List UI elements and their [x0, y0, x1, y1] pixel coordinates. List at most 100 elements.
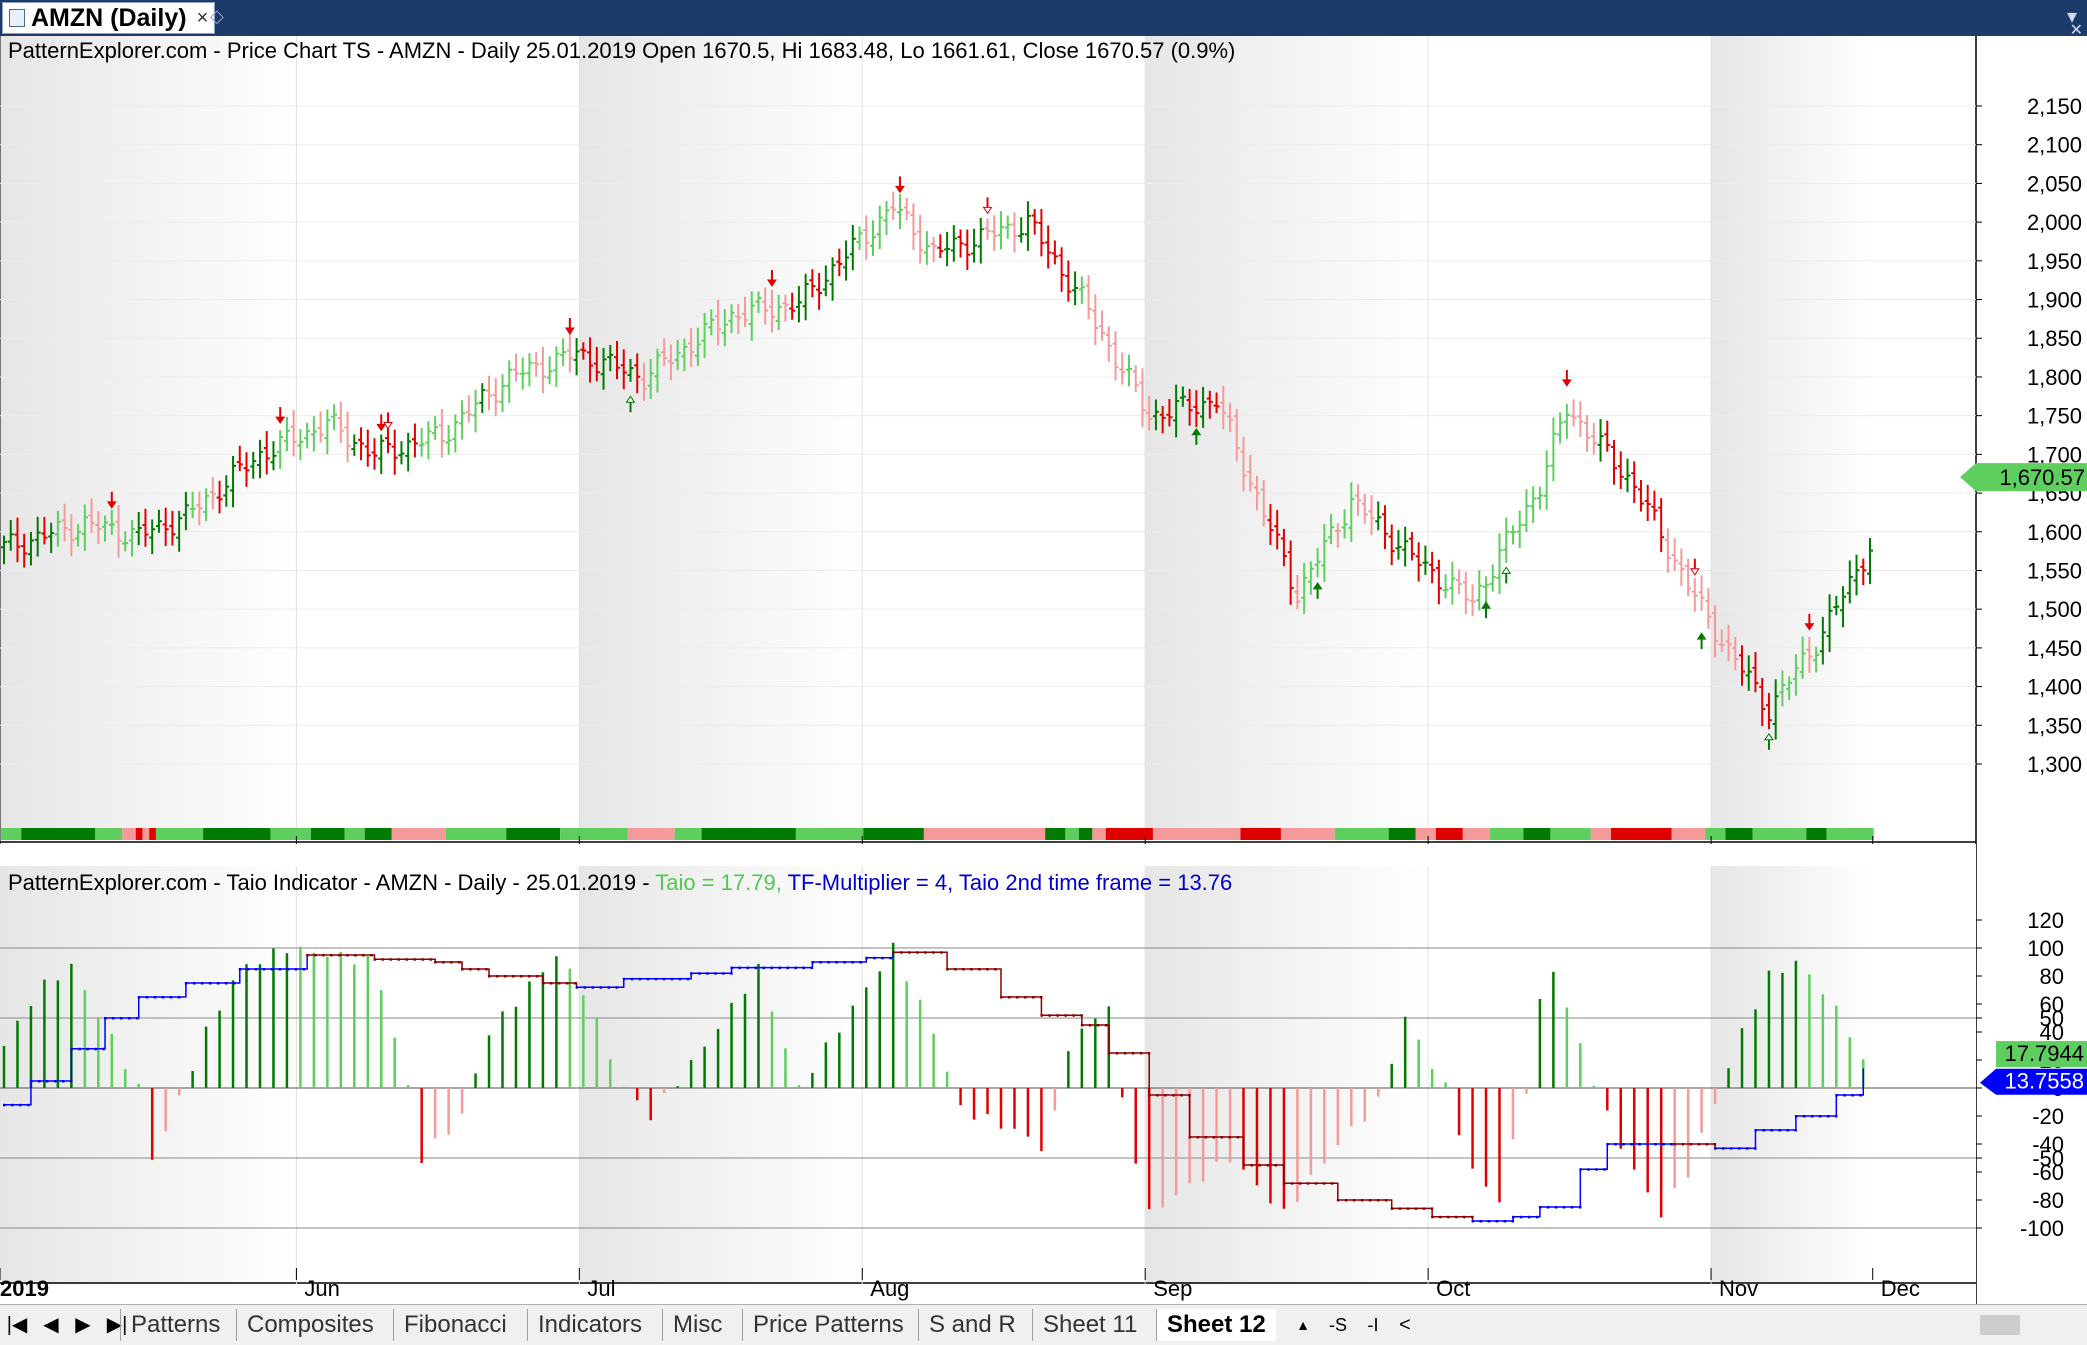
document-tab[interactable]: AMZN (Daily) × [2, 2, 216, 34]
tab-composites[interactable]: Composites [236, 1309, 384, 1341]
taio-2nd-dot [873, 956, 876, 960]
taio-2nd-dot [1471, 1220, 1475, 1223]
taio-2nd-dot [69, 1080, 73, 1083]
taio-2nd-dot [1096, 1024, 1100, 1027]
taio-2nd-dot [302, 968, 306, 971]
taio-2nd-dot [1578, 1206, 1582, 1209]
taio-2nd-dot [591, 986, 595, 989]
regime-segment [701, 828, 796, 840]
tab-patterns[interactable]: Patterns [120, 1309, 230, 1341]
up-arrow-icon [1696, 632, 1707, 640]
taio-2nd-dot [859, 961, 862, 964]
regime-segment [142, 828, 150, 840]
taio-2nd-dot [1430, 1207, 1434, 1210]
tab-price-patterns[interactable]: Price Patterns [742, 1309, 914, 1341]
regime-segment [1611, 828, 1672, 840]
taio-2nd-dot [770, 966, 774, 970]
horizontal-scrollbar[interactable] [1420, 1315, 2020, 1335]
taio-2nd-dot [1282, 1182, 1286, 1185]
taio-2nd-dot [1220, 1136, 1224, 1139]
chart-document-icon [9, 9, 25, 27]
taio-value-label: 17.7944 [2004, 1041, 2084, 1066]
month-label: Nov [1719, 1276, 1758, 1301]
sheet-tool-s-icon[interactable]: -S [1329, 1315, 1347, 1335]
document-tab-title: AMZN (Daily) [31, 3, 187, 32]
regime-segment [627, 828, 675, 840]
taio-2nd-dot [714, 972, 717, 975]
sheet-tool-i-icon[interactable]: -I [1367, 1315, 1379, 1335]
taio-2nd-dot [819, 961, 822, 964]
taio-2nd-dot [786, 966, 790, 970]
regime-segment [1705, 828, 1726, 840]
down-arrow-icon [383, 421, 393, 430]
tab-misc[interactable]: Misc [662, 1309, 732, 1341]
taio-2nd-dot [599, 986, 603, 989]
regime-segment [1415, 828, 1436, 840]
taio-2nd-dot [1754, 1147, 1757, 1150]
first-sheet-button[interactable]: |◀ [6, 1314, 28, 1336]
price-tick-label: 2,100 [2027, 133, 2082, 158]
taio-2nd-timeframe-line [3, 951, 1865, 1223]
taio-2nd-dot [1794, 1115, 1798, 1118]
next-sheet-button[interactable]: ▶ [75, 1314, 91, 1336]
taio-value-tag [1996, 1041, 2087, 1068]
taio-2nd-dot [1147, 1052, 1151, 1055]
regime-segment [1092, 828, 1106, 840]
scroll-left-icon[interactable]: < [1399, 1314, 1411, 1336]
taio-2nd-dot [1352, 1199, 1356, 1202]
taio-2nd-dot [1646, 1143, 1649, 1146]
pin-icon[interactable]: ◇ [210, 6, 224, 26]
taio-2nd-dot [638, 977, 642, 981]
taio-2nd-dot [1406, 1207, 1410, 1210]
taio-2nd-dot [1040, 1014, 1043, 1017]
taio-2nd-dot [262, 968, 266, 971]
last-price-label: 1,670.57 [1999, 465, 2085, 490]
month-band [579, 36, 863, 828]
taio-2nd-dot [622, 977, 626, 981]
regime-segment [560, 828, 628, 840]
regime-segment [135, 828, 143, 840]
indicator-panel-fill [0, 844, 1976, 1304]
taio-2nd-dot [730, 972, 733, 975]
taio-2nd-dot [1713, 1143, 1717, 1146]
taio-2nd-dot [900, 951, 903, 954]
taio-2nd-dot [1654, 1143, 1657, 1146]
regime-segment [795, 828, 864, 840]
window-close-icon[interactable]: ✕ [2069, 22, 2083, 39]
regime-segment [95, 828, 123, 840]
tab-close-icon[interactable]: × [196, 6, 209, 29]
taio-2nd-dot [1810, 1115, 1814, 1118]
prev-sheet-button[interactable]: ◀ [43, 1314, 59, 1336]
tab-indicators[interactable]: Indicators [527, 1309, 652, 1341]
scrollbar-thumb[interactable] [1980, 1315, 2020, 1335]
taio-2nd-dot [153, 996, 157, 999]
taio-2nd-dot [1802, 1115, 1806, 1118]
taio-2nd-dot [53, 1080, 57, 1083]
last-sheet-button[interactable]: ▶| [106, 1314, 128, 1336]
taio-2nd-dot [1511, 1220, 1515, 1223]
month-label: Dec [1881, 1276, 1920, 1301]
taio-2nd-dot [429, 958, 433, 961]
tab-sheet-12[interactable]: Sheet 12 [1156, 1309, 1276, 1341]
price-tick-label: 1,300 [2027, 752, 2082, 777]
chart-area[interactable]: 2,150 2,100 2,050 2,000 1,950 1,900 1,850 1,800… [0, 36, 2087, 1304]
add-sheet-icon[interactable]: ▲ [1296, 1317, 1310, 1333]
taio-2nd-dot [1422, 1207, 1426, 1210]
regime-segment [270, 828, 311, 840]
month-axis-bottom: Jun Jul Aug Sep Oct Nov Dec 2019 [0, 1268, 1920, 1301]
title-bar: AMZN (Daily) × ◇ ▾ ✕ [0, 0, 2087, 39]
tab-sheet-11[interactable]: Sheet 11 [1032, 1309, 1147, 1341]
taio-2nd-dot [102, 1047, 105, 1051]
window-menu-icon[interactable]: ▾ [2066, 6, 2077, 28]
regime-segment [506, 828, 561, 840]
indicator-tick-label: 50 [2040, 1006, 2064, 1031]
indicator-header-taio: Taio = 17.79, [655, 870, 782, 895]
down-arrow-icon [564, 327, 575, 335]
taio-2nd-dot [1212, 1136, 1216, 1139]
taio-2nd-segment [307, 954, 376, 960]
tab-fibonacci[interactable]: Fibonacci [393, 1309, 517, 1341]
tab-s-and-r[interactable]: S and R [918, 1309, 1026, 1341]
up-arrow-icon [1501, 566, 1512, 574]
taio-2nd-dot [137, 996, 141, 999]
taio-2nd-dot [662, 977, 666, 981]
